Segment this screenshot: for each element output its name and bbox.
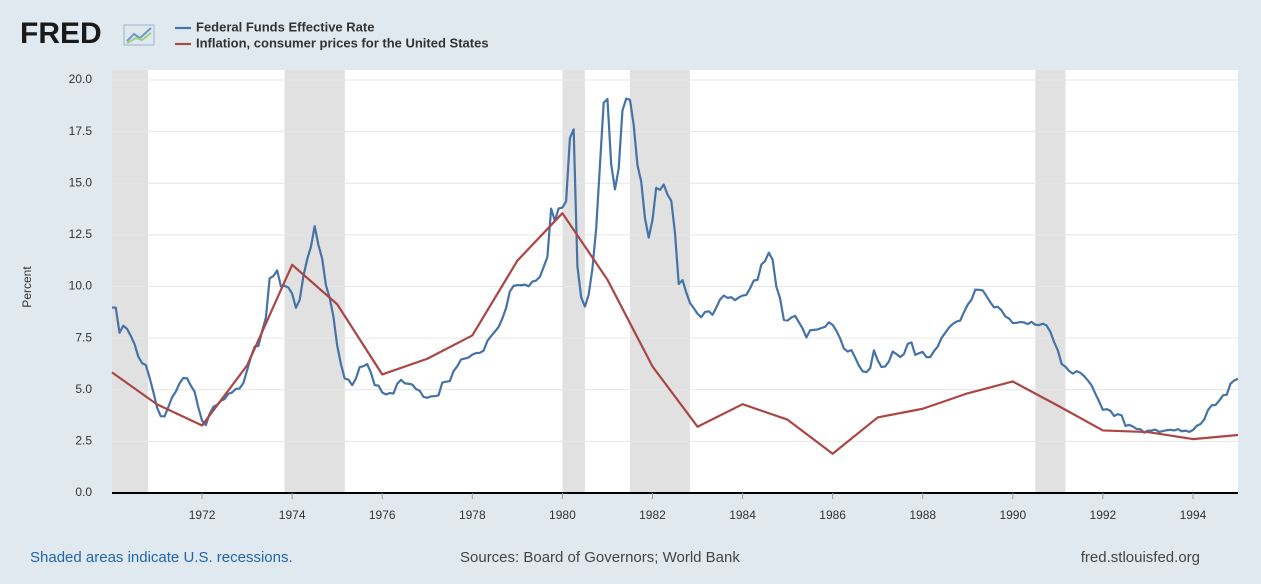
recession-note[interactable]: Shaded areas indicate U.S. recessions.: [30, 549, 293, 566]
y-tick-label: 12.5: [69, 227, 93, 241]
y-tick-label: 0.0: [75, 485, 92, 499]
x-tick-label: 1984: [729, 508, 756, 522]
x-tick-label: 1988: [909, 508, 936, 522]
x-tick-label: 1974: [279, 508, 306, 522]
y-tick-label: 5.0: [75, 382, 92, 396]
series-line: [111, 212, 1239, 455]
y-tick-label: 7.5: [75, 330, 92, 344]
site-url: fred.stlouisfed.org: [1081, 549, 1200, 566]
recession-band: [112, 70, 149, 493]
recession-band: [1035, 70, 1066, 493]
y-tick-label: 20.0: [69, 72, 93, 86]
x-tick-label: 1980: [549, 508, 576, 522]
x-tick-label: 1976: [369, 508, 396, 522]
legend-label: Federal Funds Effective Rate: [196, 19, 374, 34]
x-tick-label: 1982: [639, 508, 666, 522]
y-tick-label: 10.0: [69, 279, 93, 293]
y-axis-label: Percent: [20, 266, 34, 308]
recession-band: [284, 70, 345, 493]
y-tick-label: 15.0: [69, 175, 93, 189]
x-tick-label: 1972: [189, 508, 216, 522]
logo: FRED: [20, 17, 102, 50]
x-tick-label: 1994: [1180, 508, 1207, 522]
x-tick-label: 1992: [1090, 508, 1117, 522]
series-line: [112, 97, 1239, 434]
x-tick-label: 1990: [999, 508, 1026, 522]
logo-icon: [123, 24, 155, 46]
x-tick-label: 1986: [819, 508, 846, 522]
y-tick-label: 17.5: [69, 124, 93, 138]
legend-label: Inflation, consumer prices for the Unite…: [196, 35, 489, 50]
y-tick-label: 2.5: [75, 434, 92, 448]
sources: Sources: Board of Governors; World Bank: [460, 549, 740, 566]
x-tick-label: 1978: [459, 508, 486, 522]
